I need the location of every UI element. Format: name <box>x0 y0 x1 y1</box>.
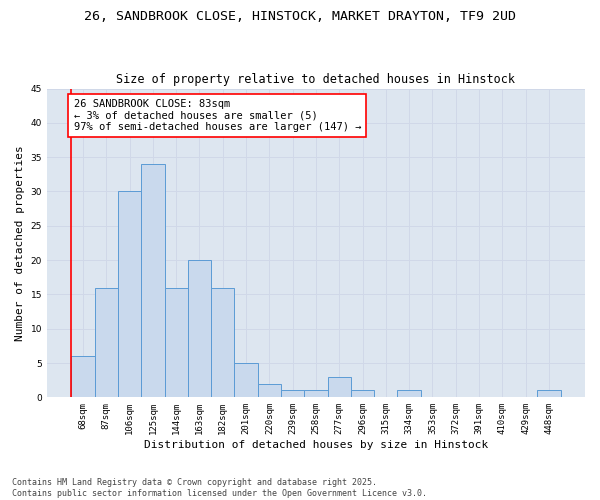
Bar <box>71 356 95 398</box>
Bar <box>397 390 421 398</box>
Text: 26, SANDBROOK CLOSE, HINSTOCK, MARKET DRAYTON, TF9 2UD: 26, SANDBROOK CLOSE, HINSTOCK, MARKET DR… <box>84 10 516 23</box>
Bar <box>281 390 304 398</box>
Text: Contains HM Land Registry data © Crown copyright and database right 2025.
Contai: Contains HM Land Registry data © Crown c… <box>12 478 427 498</box>
Bar <box>258 384 281 398</box>
Bar <box>235 363 258 398</box>
Bar <box>304 390 328 398</box>
Bar <box>164 288 188 398</box>
Bar <box>141 164 164 398</box>
Bar <box>188 260 211 398</box>
X-axis label: Distribution of detached houses by size in Hinstock: Distribution of detached houses by size … <box>144 440 488 450</box>
Text: 26 SANDBROOK CLOSE: 83sqm
← 3% of detached houses are smaller (5)
97% of semi-de: 26 SANDBROOK CLOSE: 83sqm ← 3% of detach… <box>74 99 361 132</box>
Bar <box>211 288 235 398</box>
Bar <box>95 288 118 398</box>
Bar <box>328 376 351 398</box>
Bar <box>351 390 374 398</box>
Title: Size of property relative to detached houses in Hinstock: Size of property relative to detached ho… <box>116 73 515 86</box>
Y-axis label: Number of detached properties: Number of detached properties <box>15 145 25 341</box>
Bar <box>118 192 141 398</box>
Bar <box>537 390 560 398</box>
